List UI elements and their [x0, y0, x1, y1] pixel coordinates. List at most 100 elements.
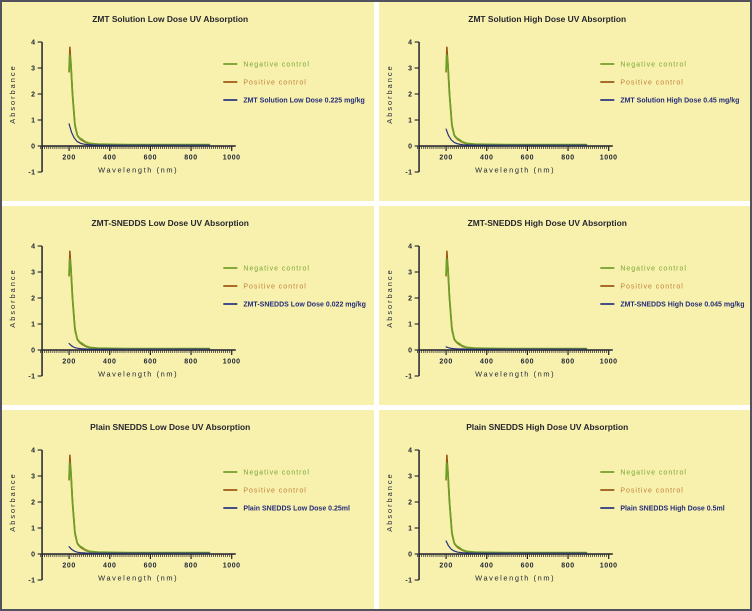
chart-title: ZMT Solution Low Dose UV Absorption [92, 14, 248, 24]
y-axis-label: Absorbance [8, 268, 17, 327]
legend-label: ZMT Solution Low Dose 0.225 mg/kg [243, 98, 364, 105]
chart-panel-zmt-solution-high-dose: ZMT Solution High Dose UV Absorption -1 0 1… [378, 2, 750, 201]
legend-label: Positive control [620, 80, 684, 87]
x-axis-label: Wavelength (nm) [475, 166, 555, 175]
x-tick-label: 600 [520, 155, 533, 162]
x-tick-label: 400 [479, 155, 492, 162]
chart-title: Plain SNEDDS High Dose UV Absorption [466, 422, 628, 432]
x-tick-label: 800 [184, 155, 197, 162]
series-line [68, 462, 211, 554]
series-line [68, 342, 210, 350]
series-line [68, 123, 210, 146]
legend-label: Positive control [620, 284, 684, 291]
x-tick-label: 600 [144, 359, 157, 366]
x-tick-label: 200 [62, 359, 75, 366]
x-tick-label: 1000 [599, 563, 617, 570]
y-axis-label: Absorbance [8, 472, 17, 531]
x-axis-label: Wavelength (nm) [98, 166, 178, 175]
legend-label: Negative control [243, 470, 310, 477]
legend-label: Negative control [620, 62, 687, 69]
uv-absorption-chart: ZMT-SNEDDS Low Dose UV Absorption -1 0 1 2 3 4… [8, 218, 366, 381]
y-tick-label: 3 [31, 66, 35, 73]
legend-label: Negative control [620, 470, 687, 477]
uv-absorption-chart: ZMT Solution High Dose UV Absorption -1 0 1… [385, 14, 739, 177]
x-tick-label: 200 [439, 359, 452, 366]
y-tick-label: 0 [408, 552, 412, 559]
legend-label: ZMT-SNEDDS High Dose 0.045 mg/kg [620, 302, 744, 309]
y-tick-label: -1 [405, 170, 412, 177]
series-line [68, 54, 211, 146]
x-axis-label: Wavelength (nm) [98, 370, 178, 379]
series-line [444, 258, 587, 350]
y-tick-label: 2 [31, 296, 35, 303]
x-tick-label: 200 [439, 563, 452, 570]
series-line [444, 250, 587, 350]
y-tick-label: 0 [408, 144, 412, 151]
x-tick-label: 1000 [223, 359, 241, 366]
y-tick-label: 3 [408, 66, 412, 73]
legend-label: Negative control [243, 266, 310, 273]
y-tick-label: 1 [31, 322, 35, 329]
y-axis-label: Absorbance [385, 64, 394, 123]
x-tick-label: 800 [561, 359, 574, 366]
y-tick-label: 4 [31, 40, 35, 47]
x-tick-label: 600 [520, 359, 533, 366]
uv-absorption-chart: Plain SNEDDS Low Dose UV Absorption -1 0 1 2… [8, 422, 350, 585]
y-tick-label: 1 [31, 118, 35, 125]
y-tick-label: 1 [408, 526, 412, 533]
chart-title: ZMT-SNEDDS High Dose UV Absorption [467, 218, 626, 228]
series-line [68, 250, 211, 350]
y-tick-label: 0 [31, 552, 35, 559]
legend-label: Plain SNEDDS Low Dose 0.25ml [243, 506, 350, 513]
y-tick-label: 3 [408, 474, 412, 481]
y-tick-label: -1 [28, 374, 35, 381]
x-tick-label: 600 [520, 563, 533, 570]
series-line [68, 258, 211, 350]
y-axis-label: Absorbance [8, 64, 17, 123]
y-tick-label: 4 [31, 244, 35, 251]
y-tick-label: 4 [408, 244, 412, 251]
y-tick-label: -1 [405, 374, 412, 381]
x-tick-label: 200 [62, 563, 75, 570]
series-line [444, 454, 587, 554]
x-tick-label: 200 [439, 155, 452, 162]
x-tick-label: 600 [144, 155, 157, 162]
y-tick-label: 3 [408, 270, 412, 277]
uv-absorption-chart: ZMT-SNEDDS High Dose UV Absorption -1 0 1 2 3… [385, 218, 744, 381]
uv-absorption-chart: Plain SNEDDS High Dose UV Absorption -1 0 1… [385, 422, 725, 585]
chart-title: ZMT Solution High Dose UV Absorption [468, 14, 626, 24]
legend-label: Negative control [620, 266, 687, 273]
series-line [444, 128, 587, 146]
legend-label: Positive control [243, 284, 307, 291]
chart-panel-zmt-snedds-high-dose: ZMT-SNEDDS High Dose UV Absorption -1 0 1 2 3… [378, 206, 750, 405]
x-tick-label: 1000 [223, 563, 241, 570]
x-tick-label: 1000 [599, 155, 617, 162]
chart-panel-plain-snedds-low-dose: Plain SNEDDS Low Dose UV Absorption -1 0 1 2… [2, 410, 374, 609]
legend-label: ZMT Solution High Dose 0.45 mg/kg [620, 98, 739, 105]
y-tick-label: 1 [31, 526, 35, 533]
series-line [444, 346, 587, 350]
x-axis-label: Wavelength (nm) [475, 370, 555, 379]
y-tick-label: 3 [31, 270, 35, 277]
chart-panel-zmt-solution-low-dose: ZMT Solution Low Dose UV Absorption -1 0 1 2… [2, 2, 374, 201]
x-tick-label: 800 [184, 563, 197, 570]
y-tick-label: 4 [31, 448, 35, 455]
y-tick-label: -1 [405, 578, 412, 585]
y-tick-label: 1 [408, 118, 412, 125]
x-tick-label: 1000 [223, 155, 241, 162]
y-tick-label: -1 [28, 170, 35, 177]
x-tick-label: 800 [561, 563, 574, 570]
series-line [444, 540, 587, 554]
chart-panel-zmt-snedds-low-dose: ZMT-SNEDDS Low Dose UV Absorption -1 0 1 2 3 4… [2, 206, 374, 405]
y-tick-label: 2 [408, 500, 412, 507]
chart-title: Plain SNEDDS Low Dose UV Absorption [90, 422, 250, 432]
y-tick-label: 1 [408, 322, 412, 329]
x-tick-label: 400 [479, 563, 492, 570]
x-tick-label: 400 [103, 359, 116, 366]
y-axis-label: Absorbance [385, 472, 394, 531]
y-tick-label: 2 [408, 296, 412, 303]
x-tick-label: 200 [62, 155, 75, 162]
chart-panel-plain-snedds-high-dose: Plain SNEDDS High Dose UV Absorption -1 0 1… [378, 410, 750, 609]
x-tick-label: 600 [144, 563, 157, 570]
x-tick-label: 400 [479, 359, 492, 366]
